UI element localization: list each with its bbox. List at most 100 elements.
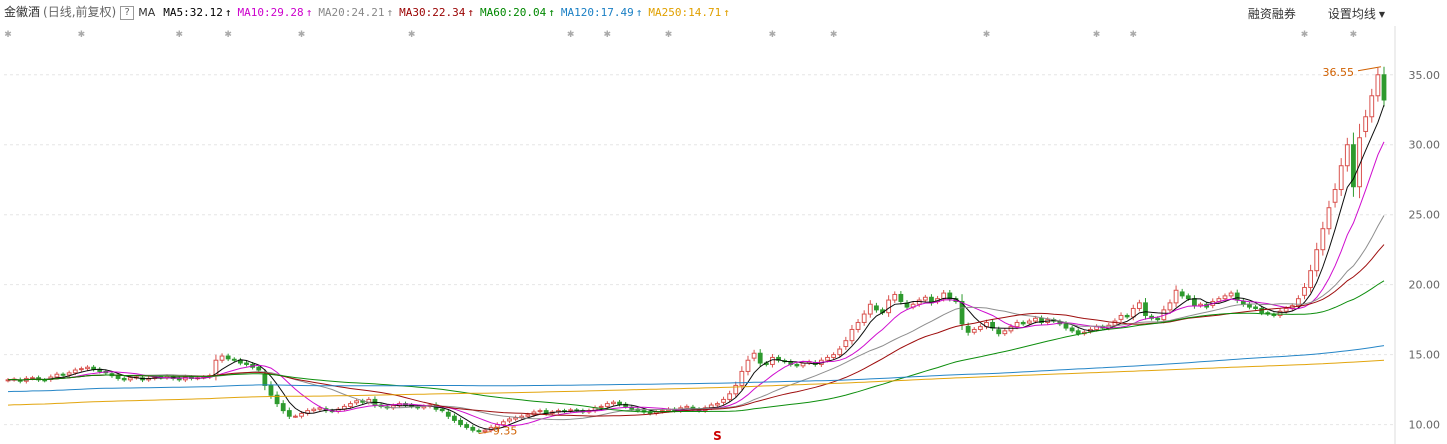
ma-item: MA250:14.71 ↑ — [648, 6, 729, 19]
candle-body — [280, 403, 286, 412]
candle-body — [1234, 292, 1240, 301]
candle-body — [739, 370, 745, 386]
candle-body — [715, 403, 720, 406]
candle-body — [617, 401, 622, 405]
candle-body — [507, 418, 512, 422]
arrow-up-icon: ↑ — [305, 6, 313, 19]
low-pointer — [478, 431, 491, 435]
candle-body — [127, 377, 133, 381]
candle-body — [482, 429, 488, 433]
candle-body — [794, 363, 800, 367]
candle-body — [1014, 321, 1020, 328]
candle-body — [121, 377, 127, 381]
ma-value: MA60:20.04 — [480, 6, 547, 19]
candle-body — [916, 299, 922, 305]
candle-body — [965, 325, 971, 333]
candle-body — [452, 415, 457, 421]
chart-tools: 融资融券 设置均线 ▼ — [1232, 5, 1385, 22]
event-dot: ✱ — [1350, 30, 1358, 40]
candle-body — [219, 355, 225, 361]
event-marker: S — [713, 429, 722, 443]
candle-body — [1075, 330, 1081, 335]
event-dot: ✱ — [665, 30, 673, 40]
candle-body — [1118, 314, 1124, 320]
ma-item: MA10:29.28 ↑ — [237, 6, 312, 19]
y-tick-label: 15.00 — [1409, 349, 1441, 362]
candle-body — [317, 407, 323, 410]
candle-body — [1344, 144, 1350, 167]
ma-item: MA120:17.49 ↑ — [561, 6, 642, 19]
candle-body — [115, 375, 121, 379]
candle-body — [849, 328, 855, 342]
candle-body — [959, 300, 965, 325]
candle-body — [348, 403, 353, 407]
ma-settings-label: 设置均线 — [1327, 7, 1376, 21]
help-icon[interactable]: ? — [120, 6, 135, 20]
candle-body — [1179, 291, 1185, 297]
candle-body — [54, 373, 60, 378]
candle-body — [1173, 289, 1179, 304]
ma-value: MA5:32.12 — [163, 6, 223, 19]
candle-body — [1271, 313, 1277, 316]
candle-body — [1357, 137, 1362, 188]
candle-body — [745, 359, 751, 372]
event-dot: ✱ — [4, 30, 12, 40]
candle-body — [1143, 302, 1148, 316]
candle-body — [256, 366, 262, 371]
candle-body — [1308, 270, 1314, 288]
candle-body — [751, 352, 757, 359]
candle-body — [1112, 320, 1118, 326]
candle-body — [1320, 228, 1326, 251]
candle-body — [525, 414, 531, 417]
candle-body — [727, 393, 733, 400]
candle-body — [971, 328, 977, 333]
ma-value: MA250:14.71 — [648, 6, 722, 19]
arrow-up-icon: ↑ — [386, 6, 394, 19]
event-dot: ✱ — [175, 30, 183, 40]
candle-body — [922, 296, 928, 301]
candle-body — [1283, 307, 1289, 312]
stock-name: 金徽酒 — [4, 5, 41, 19]
ma-settings-button[interactable]: 设置均线 ▼ — [1312, 7, 1385, 21]
y-tick-label: 30.00 — [1409, 139, 1441, 152]
candle-body — [274, 394, 280, 405]
candle-body — [1277, 310, 1283, 316]
candle-body — [1369, 95, 1375, 118]
ma-value: MA10:29.28 — [237, 6, 304, 19]
candle-body — [611, 401, 616, 405]
event-dot: ✱ — [567, 30, 575, 40]
high-pointer — [1357, 66, 1382, 72]
y-tick-label: 25.00 — [1409, 209, 1441, 222]
arrow-up-icon: ↑ — [467, 6, 475, 19]
ma-item: MA20:24.21 ↑ — [318, 6, 393, 19]
ma-item: MA60:20.04 ↑ — [480, 6, 555, 19]
ma-value: MA30:22.34 — [399, 6, 466, 19]
candle-body — [262, 374, 268, 386]
candle-body — [1063, 323, 1069, 329]
candle-body — [1069, 327, 1075, 332]
ma-label: MA — [138, 6, 156, 19]
candle-body — [78, 368, 84, 371]
candle-body — [60, 373, 66, 376]
candle-body — [825, 356, 830, 361]
candle-body — [5, 379, 11, 382]
ma-line — [7, 244, 1385, 417]
candle-body — [1332, 189, 1338, 203]
candle-body — [867, 303, 873, 315]
chart-header: 金徽酒 (日线,前复权)? MA MA5:32.12 ↑ MA10:29.28 ↑ MA20:… — [0, 0, 1447, 26]
event-dot: ✱ — [769, 30, 777, 40]
event-dot: ✱ — [983, 30, 991, 40]
candle-body — [244, 362, 249, 365]
candle-body — [598, 405, 604, 408]
candle-body — [1167, 302, 1173, 311]
candle-body — [458, 419, 463, 426]
event-dot: ✱ — [224, 30, 232, 40]
candle-body — [1381, 74, 1387, 101]
candle-body — [445, 411, 451, 417]
candle-body — [733, 384, 739, 395]
candle-body — [904, 302, 910, 308]
margin-trading-button[interactable]: 融资融券 — [1247, 7, 1296, 21]
chart-mode: (日线,前复权) — [43, 5, 117, 19]
candle-body — [470, 426, 476, 431]
